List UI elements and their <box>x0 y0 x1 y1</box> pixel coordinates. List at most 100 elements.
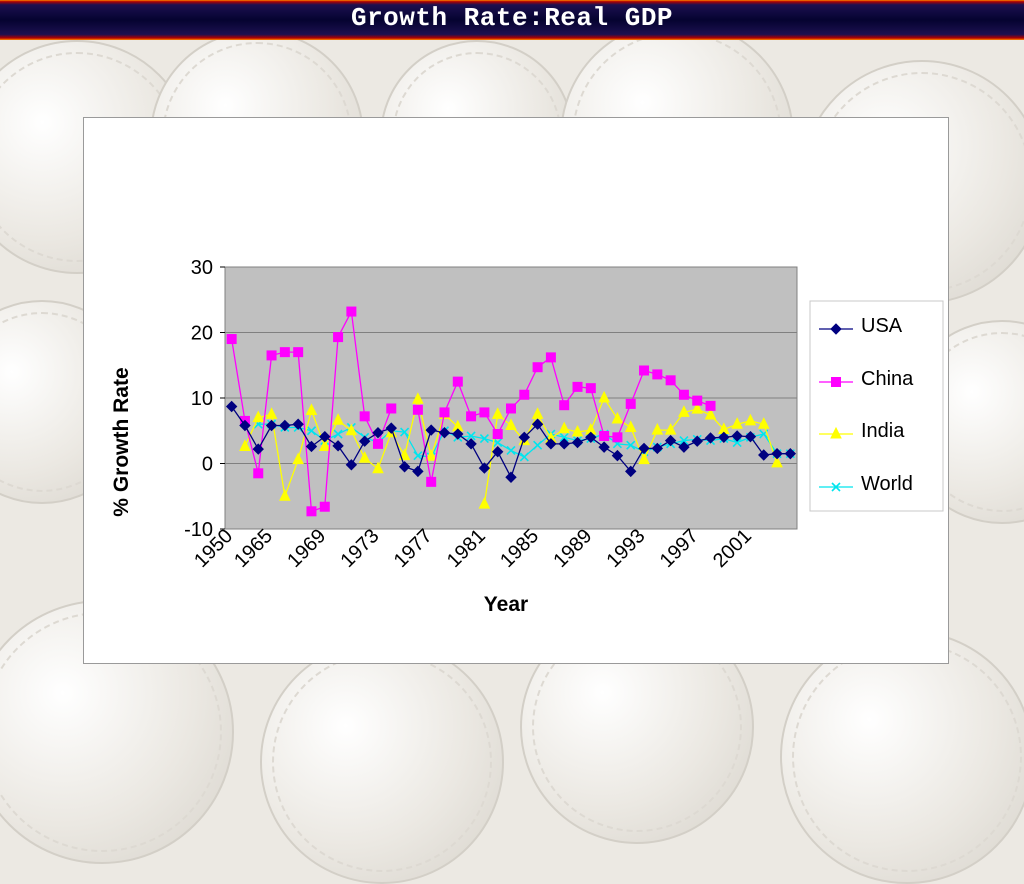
data-point-china <box>346 306 357 317</box>
x-tick-label: 1977 <box>390 525 437 572</box>
data-point-usa <box>478 462 491 474</box>
data-point-usa <box>718 431 730 444</box>
data-point-china <box>279 347 290 358</box>
data-point-china <box>372 438 383 449</box>
x-axis-title: Year <box>484 593 528 616</box>
data-point-usa <box>678 441 690 453</box>
series-china <box>226 306 716 517</box>
data-point-india <box>757 417 770 429</box>
data-point-usa <box>731 430 743 442</box>
data-point-world <box>732 437 742 448</box>
data-point-india <box>398 448 411 461</box>
data-point-india <box>731 417 743 429</box>
data-point-india <box>704 407 717 420</box>
legend-label: China <box>861 368 914 390</box>
data-point-china <box>333 332 344 343</box>
series-usa <box>225 400 797 483</box>
data-point-usa <box>704 432 717 444</box>
data-point-world <box>626 440 636 450</box>
legend-item-usa: USA <box>819 315 903 337</box>
data-point-india <box>318 439 331 451</box>
data-point-india <box>678 405 690 417</box>
data-point-usa <box>531 418 544 430</box>
data-point-india <box>691 402 704 414</box>
data-point-usa <box>372 427 384 439</box>
data-point-india <box>372 461 384 474</box>
data-point-india <box>638 452 650 465</box>
x-tick-label: 1997 <box>656 525 703 572</box>
data-point-usa <box>265 419 278 432</box>
data-point-usa <box>292 418 304 430</box>
data-point-india <box>425 449 437 461</box>
x-tick-label: 1981 <box>443 525 490 572</box>
data-point-china <box>479 407 490 418</box>
x-tick-label: 1989 <box>549 525 596 572</box>
legend-item-india: India <box>819 420 905 442</box>
data-point-india <box>358 451 371 463</box>
data-point-china <box>665 375 676 386</box>
data-point-china <box>639 365 650 376</box>
data-point-usa <box>425 424 437 436</box>
data-point-usa <box>398 461 411 473</box>
data-point-usa <box>358 435 371 447</box>
data-point-china <box>559 400 570 411</box>
data-point-world <box>479 434 489 444</box>
x-tick-label: 1965 <box>230 525 277 572</box>
data-point-india <box>332 413 344 425</box>
data-point-world <box>533 440 543 450</box>
legend-marker <box>830 323 842 335</box>
data-point-world <box>506 445 516 455</box>
data-point-world <box>400 427 410 437</box>
data-point-china <box>532 362 543 373</box>
y-tick-label: 0 <box>202 454 213 476</box>
data-point-usa <box>651 442 664 455</box>
data-point-india <box>531 407 544 419</box>
data-point-india <box>239 439 251 451</box>
data-point-usa <box>691 435 703 447</box>
data-point-india <box>252 410 265 423</box>
legend-label: USA <box>861 315 903 337</box>
data-point-usa <box>305 440 318 453</box>
data-point-usa <box>611 449 624 462</box>
data-point-usa <box>412 465 424 478</box>
data-point-india <box>664 422 677 435</box>
y-tick-label: 20 <box>191 323 213 345</box>
data-point-china <box>319 501 330 512</box>
legend-marker <box>831 377 841 387</box>
slide-title: Growth Rate:Real GDP <box>350 3 674 33</box>
data-point-china <box>386 403 397 414</box>
data-point-india <box>345 423 358 436</box>
series-india <box>239 390 783 509</box>
data-point-usa <box>784 447 797 460</box>
data-point-usa <box>252 443 264 455</box>
data-point-china <box>599 430 610 441</box>
data-point-usa <box>558 438 570 450</box>
data-point-usa <box>505 471 517 483</box>
data-point-china <box>466 411 477 422</box>
data-point-india <box>558 421 571 434</box>
data-point-usa <box>239 419 251 432</box>
data-point-usa <box>491 446 504 458</box>
data-point-china <box>359 411 370 422</box>
data-point-india <box>598 390 610 403</box>
data-point-usa <box>452 428 464 440</box>
legend-box <box>809 300 944 512</box>
data-point-india <box>744 413 757 426</box>
data-point-usa <box>225 400 238 413</box>
data-point-usa <box>664 434 677 447</box>
data-point-world <box>333 429 343 439</box>
data-point-china <box>293 347 304 358</box>
data-point-china <box>253 468 264 479</box>
data-point-world <box>493 437 503 448</box>
data-point-india <box>491 407 504 419</box>
y-axis-title: % Growth Rate <box>110 367 133 516</box>
legend-label: World <box>861 473 913 495</box>
data-point-usa <box>345 459 358 471</box>
data-point-usa <box>585 431 597 444</box>
data-point-china <box>492 429 503 440</box>
data-point-china <box>585 383 596 394</box>
data-point-china <box>412 404 423 415</box>
data-point-china <box>572 381 583 392</box>
